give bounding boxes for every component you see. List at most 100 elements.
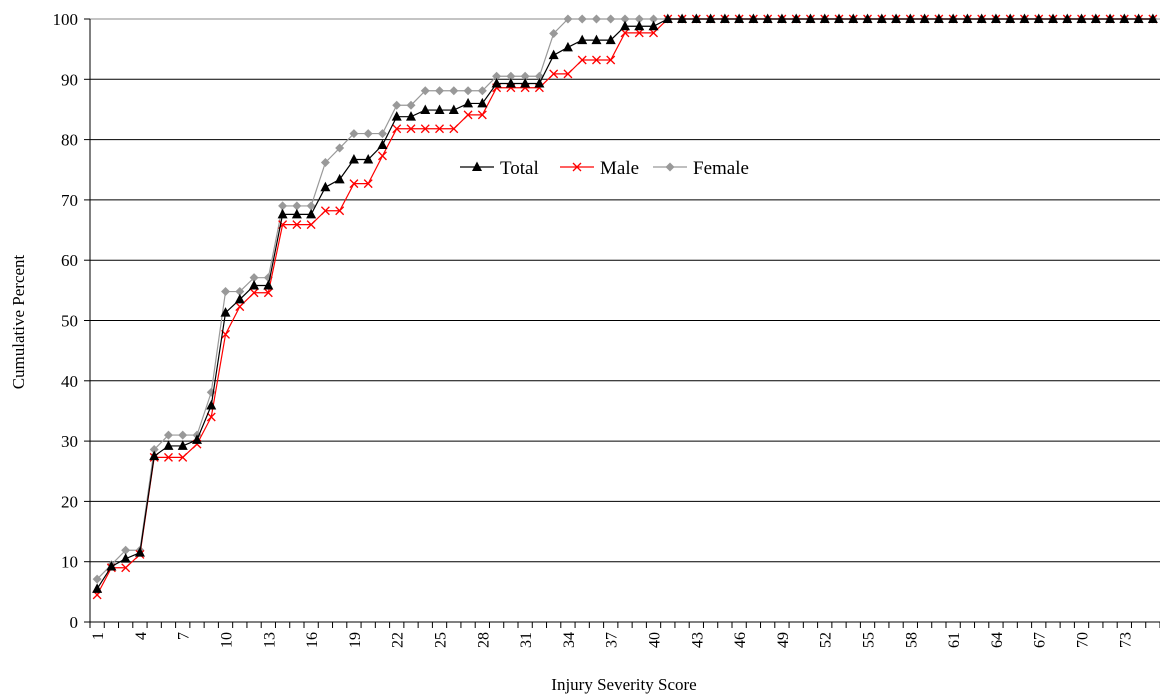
y-tick-label: 60: [61, 251, 78, 270]
data-point-female: [606, 14, 616, 24]
data-point-total: [919, 13, 930, 23]
data-point-female: [349, 129, 359, 139]
data-point-total: [705, 13, 716, 23]
data-point-female: [420, 86, 430, 96]
data-point-male: [349, 179, 359, 189]
x-tick-label: 67: [1032, 632, 1049, 648]
data-point-total: [662, 13, 673, 23]
x-tick-label: 7: [176, 632, 193, 640]
data-point-total: [291, 208, 302, 219]
data-point-total: [577, 34, 588, 45]
data-point-total: [691, 13, 702, 23]
x-tick-label: 31: [518, 632, 535, 648]
series-line-total: [96, 18, 1153, 590]
data-point-male: [406, 124, 416, 134]
y-tick-label: 30: [61, 432, 78, 451]
data-point-total: [1105, 13, 1116, 23]
x-tick-label: 61: [946, 632, 963, 648]
x-tick-label: 22: [390, 632, 407, 648]
data-point-total: [177, 440, 188, 450]
x-tick-label: 64: [989, 632, 1006, 648]
data-point-total: [377, 139, 388, 150]
data-point-total: [363, 153, 374, 164]
x-tick-label: 16: [304, 632, 321, 648]
series-line-male: [96, 18, 1153, 596]
gridlines: [84, 18, 1160, 623]
x-tick-label: 4: [133, 632, 150, 640]
data-point-female: [449, 86, 459, 96]
data-point-male: [235, 302, 245, 312]
legend-item-male: Male: [560, 158, 639, 179]
data-point-female: [149, 445, 159, 455]
legend-marker-female: [665, 162, 675, 172]
data-point-female: [520, 71, 530, 81]
data-point-female: [377, 129, 387, 139]
data-point-female: [335, 143, 345, 153]
data-point-total: [477, 97, 488, 108]
data-point-total: [505, 78, 516, 88]
data-point-female: [492, 71, 502, 81]
data-point-total: [805, 13, 816, 23]
data-point-total: [306, 208, 317, 219]
x-tick-label: 34: [561, 632, 578, 648]
data-point-female: [178, 430, 188, 440]
y-tick-label: 70: [61, 191, 78, 210]
legend-label-male: Male: [600, 158, 639, 179]
x-tick-label: 13: [261, 632, 278, 648]
y-axis-title: Cumulative Percent: [9, 254, 28, 389]
data-point-male: [363, 179, 373, 189]
data-point-total: [848, 13, 859, 23]
data-point-female: [463, 86, 473, 96]
data-point-female: [249, 273, 259, 283]
data-point-total: [862, 13, 873, 23]
data-point-female: [549, 28, 559, 38]
data-point-female: [392, 100, 402, 110]
legend-item-total: Total: [460, 158, 539, 179]
data-point-male: [206, 412, 216, 422]
legend-item-female: Female: [653, 158, 749, 179]
data-point-total: [948, 13, 959, 23]
data-point-female: [620, 14, 630, 24]
data-point-female: [306, 201, 316, 211]
data-point-total: [748, 13, 759, 23]
data-point-total: [791, 13, 802, 23]
data-point-total: [234, 293, 245, 304]
data-point-female: [292, 201, 302, 211]
x-tick-label: 25: [433, 632, 450, 648]
data-point-total: [776, 13, 787, 23]
data-point-total: [420, 104, 431, 115]
data-point-male: [249, 288, 259, 298]
x-tick-label: 55: [861, 632, 878, 648]
y-axis-tick-labels: 0 10 20 30 40 50 60 70 80 90 100: [53, 10, 79, 632]
data-point-female: [435, 86, 445, 96]
data-point-total: [448, 104, 459, 115]
data-point-total: [591, 34, 602, 45]
legend-marker-male: [572, 162, 582, 172]
data-point-male: [477, 110, 487, 120]
data-point-total: [1005, 13, 1016, 23]
data-point-total: [520, 78, 531, 88]
x-tick-label: 46: [732, 632, 749, 648]
legend-marker-total: [472, 161, 482, 171]
data-point-total: [1090, 13, 1101, 23]
data-point-total: [163, 440, 174, 450]
data-point-total: [263, 280, 274, 290]
data-point-male: [592, 55, 601, 65]
data-point-female: [634, 14, 644, 24]
data-point-total: [976, 13, 987, 23]
data-point-total: [534, 78, 545, 88]
y-tick-label: 90: [61, 70, 78, 89]
data-point-total: [249, 280, 260, 290]
x-tick-label: 1: [90, 632, 107, 640]
data-point-total: [277, 208, 288, 219]
data-point-total: [334, 173, 345, 184]
x-tick-label: 43: [689, 632, 706, 648]
data-point-total: [620, 20, 630, 31]
data-point-male: [420, 124, 430, 134]
y-tick-label: 10: [61, 553, 78, 572]
data-point-total: [406, 111, 416, 121]
data-point-male: [449, 124, 459, 134]
data-point-total: [734, 13, 745, 23]
data-point-total: [1076, 13, 1087, 23]
